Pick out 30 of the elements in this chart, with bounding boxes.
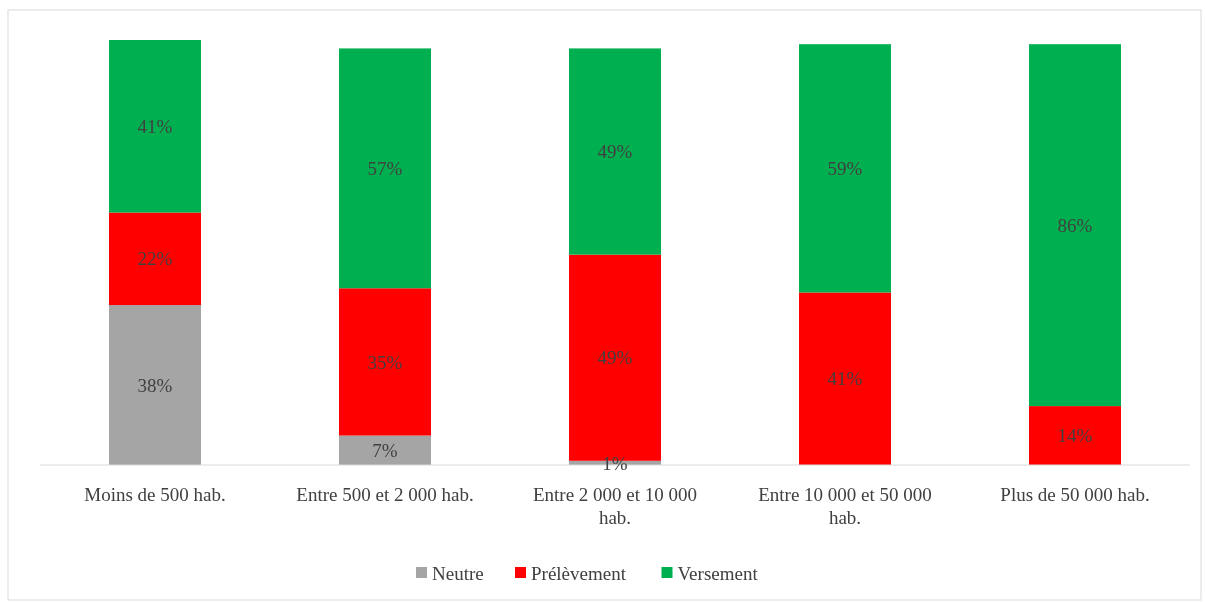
data-label: 38%: [137, 374, 173, 396]
bar: [569, 48, 661, 255]
data-label: 59%: [827, 157, 863, 179]
bar: [1029, 44, 1121, 407]
x-tick-label: Entre 2 000 et 10 000 hab.: [532, 484, 698, 528]
bar: [799, 44, 891, 293]
data-label: 41%: [827, 368, 863, 390]
data-label: 49%: [597, 347, 633, 369]
data-label: 86%: [1057, 214, 1093, 236]
legend-label: Neutre: [432, 562, 484, 584]
x-tick-label: Entre 500 et 2 000 hab.: [296, 484, 474, 505]
x-tick-label: Plus de 50 000 hab.: [1000, 484, 1150, 505]
bar: [799, 292, 891, 465]
bar: [339, 48, 431, 289]
legend-label: Prélèvement: [531, 562, 627, 584]
data-label: 22%: [137, 248, 173, 270]
data-label: 49%: [597, 141, 633, 163]
data-label: 57%: [367, 157, 403, 179]
bar: [109, 40, 201, 213]
data-label: 41%: [137, 115, 173, 137]
x-tick-label: Moins de 500 hab.: [84, 484, 226, 505]
legend-label: Versement: [677, 562, 759, 584]
bar: [1029, 406, 1121, 465]
data-label: 7%: [372, 439, 398, 461]
bar: [109, 212, 201, 306]
x-tick-label: Entre 10 000 et 50 000 hab.: [758, 484, 932, 528]
bar: [339, 288, 431, 436]
data-label: 14%: [1057, 425, 1093, 447]
bar: [109, 305, 201, 465]
data-label: 35%: [367, 351, 403, 373]
